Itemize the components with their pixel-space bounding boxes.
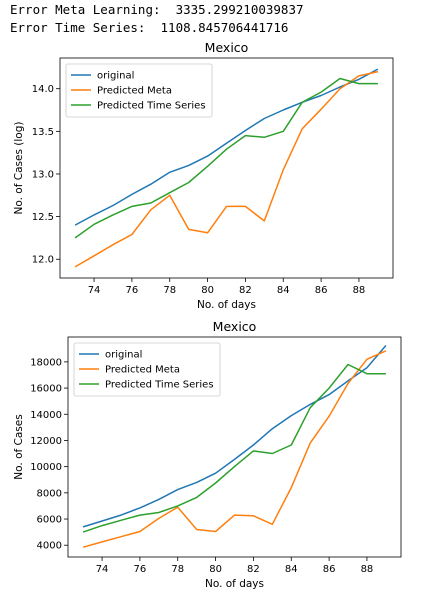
y-tick-label: 4000 [37, 541, 62, 552]
x-axis-label: No. of days [197, 299, 256, 311]
y-tick-label: 6000 [37, 515, 62, 526]
y-tick-label: 8000 [37, 488, 62, 499]
x-tick-label: 78 [171, 564, 184, 575]
series-line-meta [82, 350, 387, 548]
y-tick-label: 10000 [30, 462, 62, 473]
plot-frame [67, 336, 402, 558]
legend-label-original: original [97, 71, 134, 82]
x-tick-label: 84 [285, 564, 298, 575]
legend-label-ts: Predicted Time Series [105, 380, 214, 391]
x-tick-label: 80 [201, 285, 214, 296]
y-tick-label: 13.0 [32, 169, 54, 180]
series-line-original [74, 68, 379, 226]
error-ts-line: Error Time Series: 1108.845706441716 [10, 20, 289, 35]
x-tick-label: 88 [361, 564, 374, 575]
y-tick-label: 14000 [30, 410, 62, 421]
y-tick-label: 12.5 [32, 212, 54, 223]
x-tick-label: 76 [126, 285, 139, 296]
x-tick-label: 88 [353, 285, 366, 296]
x-tick-label: 86 [323, 564, 336, 575]
chart-log-cases: Mexico 74 76 78 80 82 84 86 88 12.0 12.5 13.0 13.5 14… [13, 40, 394, 311]
series-line-meta [74, 70, 379, 268]
x-tick-label: 74 [88, 285, 101, 296]
x-axis-label: No. of days [205, 578, 264, 590]
legend-label-original: original [105, 350, 142, 361]
chart-cases: Mexico 74 76 78 80 82 84 86 88 4000 6000 8000 10000 1… [13, 319, 402, 590]
x-tick-label: 80 [209, 564, 222, 575]
x-tick-label: 74 [96, 564, 109, 575]
legend-label-meta: Predicted Meta [105, 365, 180, 376]
legend-label-ts: Predicted Time Series [97, 101, 206, 112]
y-tick-label: 14.0 [32, 84, 54, 95]
chart-title: Mexico [213, 319, 257, 334]
y-tick-label: 12.0 [32, 255, 54, 266]
x-tick-label: 86 [315, 285, 328, 296]
legend-label-meta: Predicted Meta [97, 86, 172, 97]
legend-box [73, 342, 221, 397]
x-tick-label: 76 [134, 564, 147, 575]
series-line-ts [82, 363, 386, 533]
x-tick-label: 82 [247, 564, 260, 575]
plot-frame [59, 57, 394, 279]
x-tick-label: 84 [277, 285, 290, 296]
y-axis-label: No. of Cases [13, 414, 25, 479]
y-tick-label: 16000 [30, 384, 62, 395]
y-axis-label: No. of Cases (log) [13, 122, 25, 215]
y-tick-label: 13.5 [32, 127, 54, 138]
series-line-ts [74, 77, 378, 239]
error-meta-line: Error Meta Learning: 3335.299210039837 [10, 2, 304, 17]
series-line-original [82, 345, 387, 528]
x-tick-label: 82 [239, 285, 252, 296]
y-tick-label: 18000 [30, 357, 62, 368]
legend-box [65, 63, 213, 118]
chart-title: Mexico [205, 40, 249, 55]
y-tick-label: 12000 [30, 436, 62, 447]
x-tick-label: 78 [163, 285, 176, 296]
